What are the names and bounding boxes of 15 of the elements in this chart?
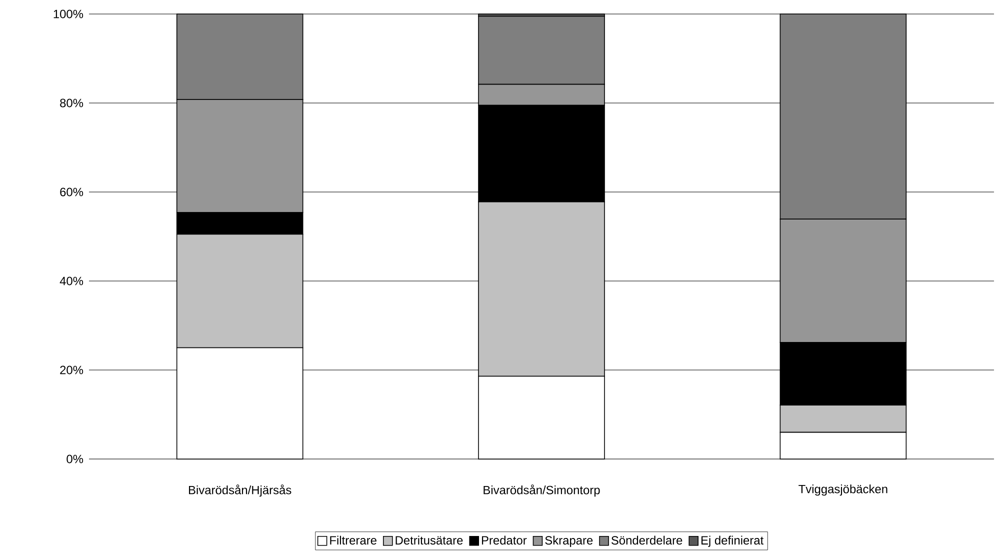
legend-label: Ej definierat bbox=[701, 536, 764, 547]
y-tick-label: 20% bbox=[60, 366, 84, 374]
x-tick-label: Bivarödsån/Simontorp bbox=[484, 484, 600, 497]
legend-label: Skrapare bbox=[545, 536, 593, 547]
legend-label: Detritusätare bbox=[396, 536, 463, 545]
x-tick-label: Tviggasjöbäcken bbox=[798, 484, 888, 496]
legend-label: Predator bbox=[482, 536, 527, 545]
y-tick-label: 0% bbox=[66, 454, 84, 464]
y-tick-label: 40% bbox=[60, 276, 84, 286]
y-tick-label: 100% bbox=[54, 10, 84, 18]
y-tick-label: 80% bbox=[60, 98, 84, 108]
legend-label: Filtrerare bbox=[330, 536, 376, 545]
legend-label: Sönderdelare bbox=[611, 536, 682, 545]
y-tick-label: 60% bbox=[60, 188, 84, 196]
x-tick-label: Bivarödsån/Hjärsås bbox=[188, 484, 292, 497]
